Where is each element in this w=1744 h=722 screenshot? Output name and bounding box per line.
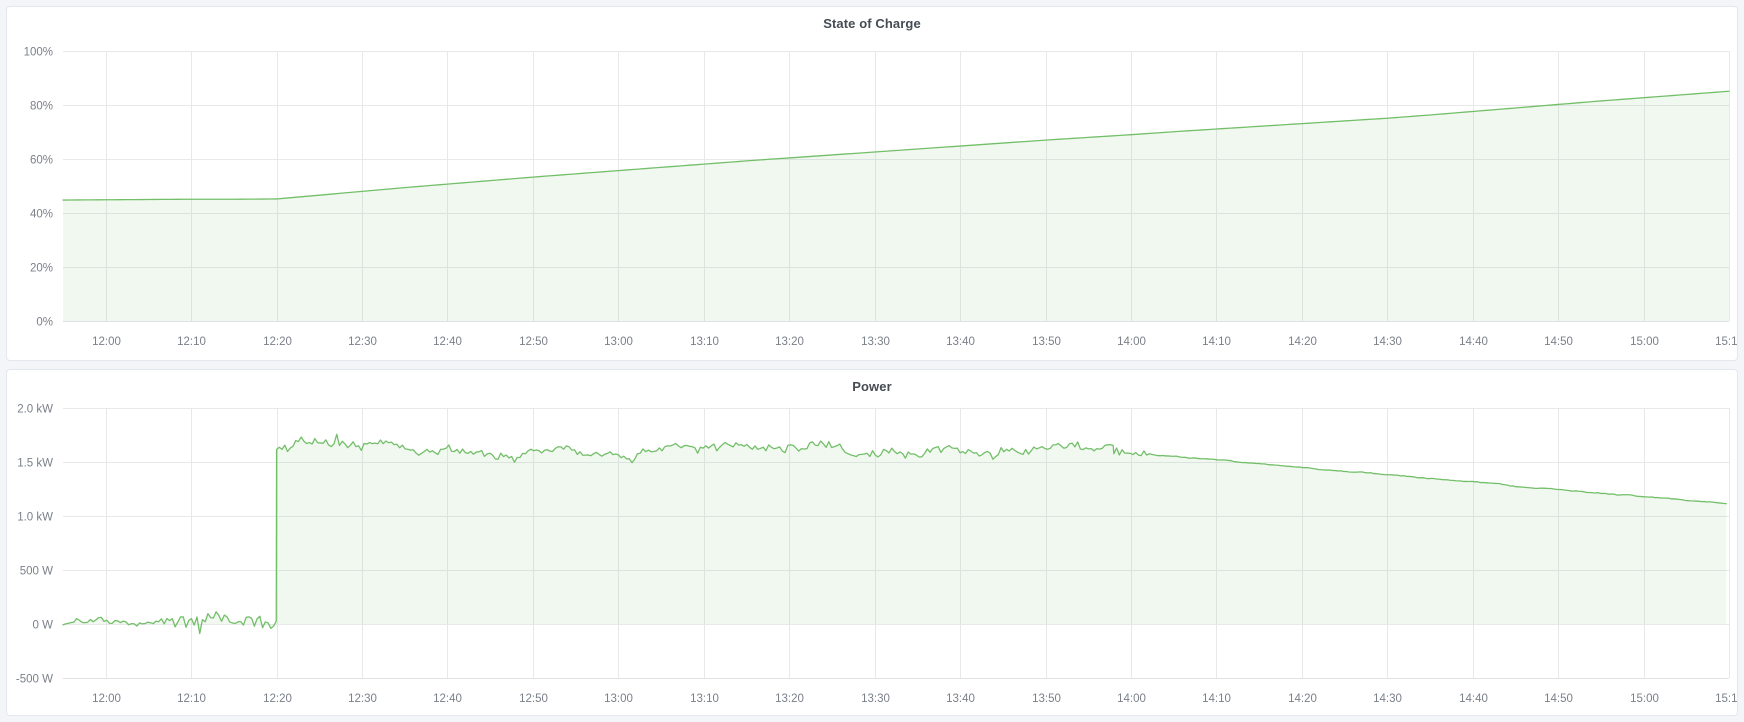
x-axis-tick-label: 14:10 <box>1202 336 1231 348</box>
series-area-fill <box>63 434 1727 634</box>
panel-state-of-charge[interactable]: State of Charge 0% 20% 40% 60% 80% 100% 12:00 1… <box>6 6 1738 361</box>
y-axis-tick-label: -500 W <box>16 674 53 686</box>
x-axis-tick-label: 14:40 <box>1459 336 1488 348</box>
chart-state-of-charge[interactable]: 0% 20% 40% 60% 80% 100% 12:00 12:10 12:20 12:30 12… <box>7 33 1737 358</box>
x-axis-tick-label: 14:00 <box>1117 336 1146 348</box>
chart-power[interactable]: -500 W 0 W 500 W 1.0 kW 1.5 kW 2.0 kW 12:00 12:… <box>7 396 1737 714</box>
x-axis-tick-label: 13:00 <box>604 693 633 705</box>
x-axis-tick-label: 12:30 <box>348 693 377 705</box>
x-axis-tick-label: 14:50 <box>1544 336 1573 348</box>
y-axis-tick-label: 500 W <box>20 566 53 578</box>
x-axis-tick-label: 13:20 <box>775 693 804 705</box>
y-axis-tick-label: 1.5 kW <box>17 458 53 470</box>
x-axis-tick-label: 12:40 <box>433 336 462 348</box>
y-axis-tick-label: 2.0 kW <box>17 404 53 416</box>
x-axis-tick-label: 14:00 <box>1117 693 1146 705</box>
panel-title-power: Power <box>852 379 892 394</box>
x-axis-tick-label: 12:50 <box>519 693 548 705</box>
x-axis-tick-label: 13:50 <box>1032 693 1061 705</box>
x-axis-tick-label: 14:10 <box>1202 693 1231 705</box>
series-line <box>62 433 1727 635</box>
y-axis-tick-label: 60% <box>30 155 53 167</box>
x-axis-tick-label: 12:00 <box>92 336 121 348</box>
x-axis-tick-label: 13:40 <box>946 693 975 705</box>
x-axis-tick-label: 12:00 <box>92 693 121 705</box>
series-line <box>62 90 1730 201</box>
x-axis-tick-label: 13:30 <box>861 693 890 705</box>
x-axis-tick-label: 12:10 <box>177 336 206 348</box>
x-axis-tick-label: 13:00 <box>604 336 633 348</box>
x-axis-tick-label: 13:50 <box>1032 336 1061 348</box>
y-axis-tick-label: 1.0 kW <box>17 512 53 524</box>
y-axis-tick-label: 40% <box>30 209 53 221</box>
x-axis-tick-label: 13:10 <box>690 336 719 348</box>
y-axis-tick-label: 80% <box>30 101 53 113</box>
x-axis-tick-label: 12:10 <box>177 693 206 705</box>
x-axis-tick-label: 13:30 <box>861 336 890 348</box>
x-axis-tick-label: 14:20 <box>1288 693 1317 705</box>
panel-power[interactable]: Power -500 W 0 W 500 W 1.0 kW 1.5 kW 2.0 kW 12… <box>6 369 1738 716</box>
x-axis-tick-label: 13:20 <box>775 336 804 348</box>
x-axis-tick-label: 14:30 <box>1373 693 1402 705</box>
y-axis-tick-label: 0 W <box>33 620 54 632</box>
panel-title-state-of-charge: State of Charge <box>823 16 921 31</box>
x-axis-tick-label: 12:50 <box>519 336 548 348</box>
x-axis-tick-label: 13:40 <box>946 336 975 348</box>
x-axis-tick-label: 13:10 <box>690 693 719 705</box>
x-axis-tick-label: 15:10 <box>1715 693 1737 705</box>
x-axis-tick-label: 12:20 <box>263 693 292 705</box>
x-axis-tick-label: 12:20 <box>263 336 292 348</box>
x-axis-tick-label: 12:30 <box>348 336 377 348</box>
power-plot[interactable]: -500 W 0 W 500 W 1.0 kW 1.5 kW 2.0 kW 12:00 12:… <box>7 396 1737 714</box>
x-axis-tick-label: 14:30 <box>1373 336 1402 348</box>
x-axis-tick-label: 15:00 <box>1630 336 1659 348</box>
y-axis-tick-label: 0% <box>36 317 53 329</box>
x-axis-tick-label: 14:20 <box>1288 336 1317 348</box>
x-axis-tick-label: 14:40 <box>1459 693 1488 705</box>
x-axis-tick-label: 15:10 <box>1715 336 1737 348</box>
series-area-fill <box>63 91 1729 321</box>
x-axis-tick-label: 15:00 <box>1630 693 1659 705</box>
y-axis-tick-label: 20% <box>30 263 53 275</box>
state-of-charge-plot[interactable]: 0% 20% 40% 60% 80% 100% 12:00 12:10 12:20 12:30 12… <box>7 33 1737 358</box>
x-axis-tick-label: 12:40 <box>433 693 462 705</box>
x-axis-tick-label: 14:50 <box>1544 693 1573 705</box>
y-axis-tick-label: 100% <box>24 47 53 59</box>
